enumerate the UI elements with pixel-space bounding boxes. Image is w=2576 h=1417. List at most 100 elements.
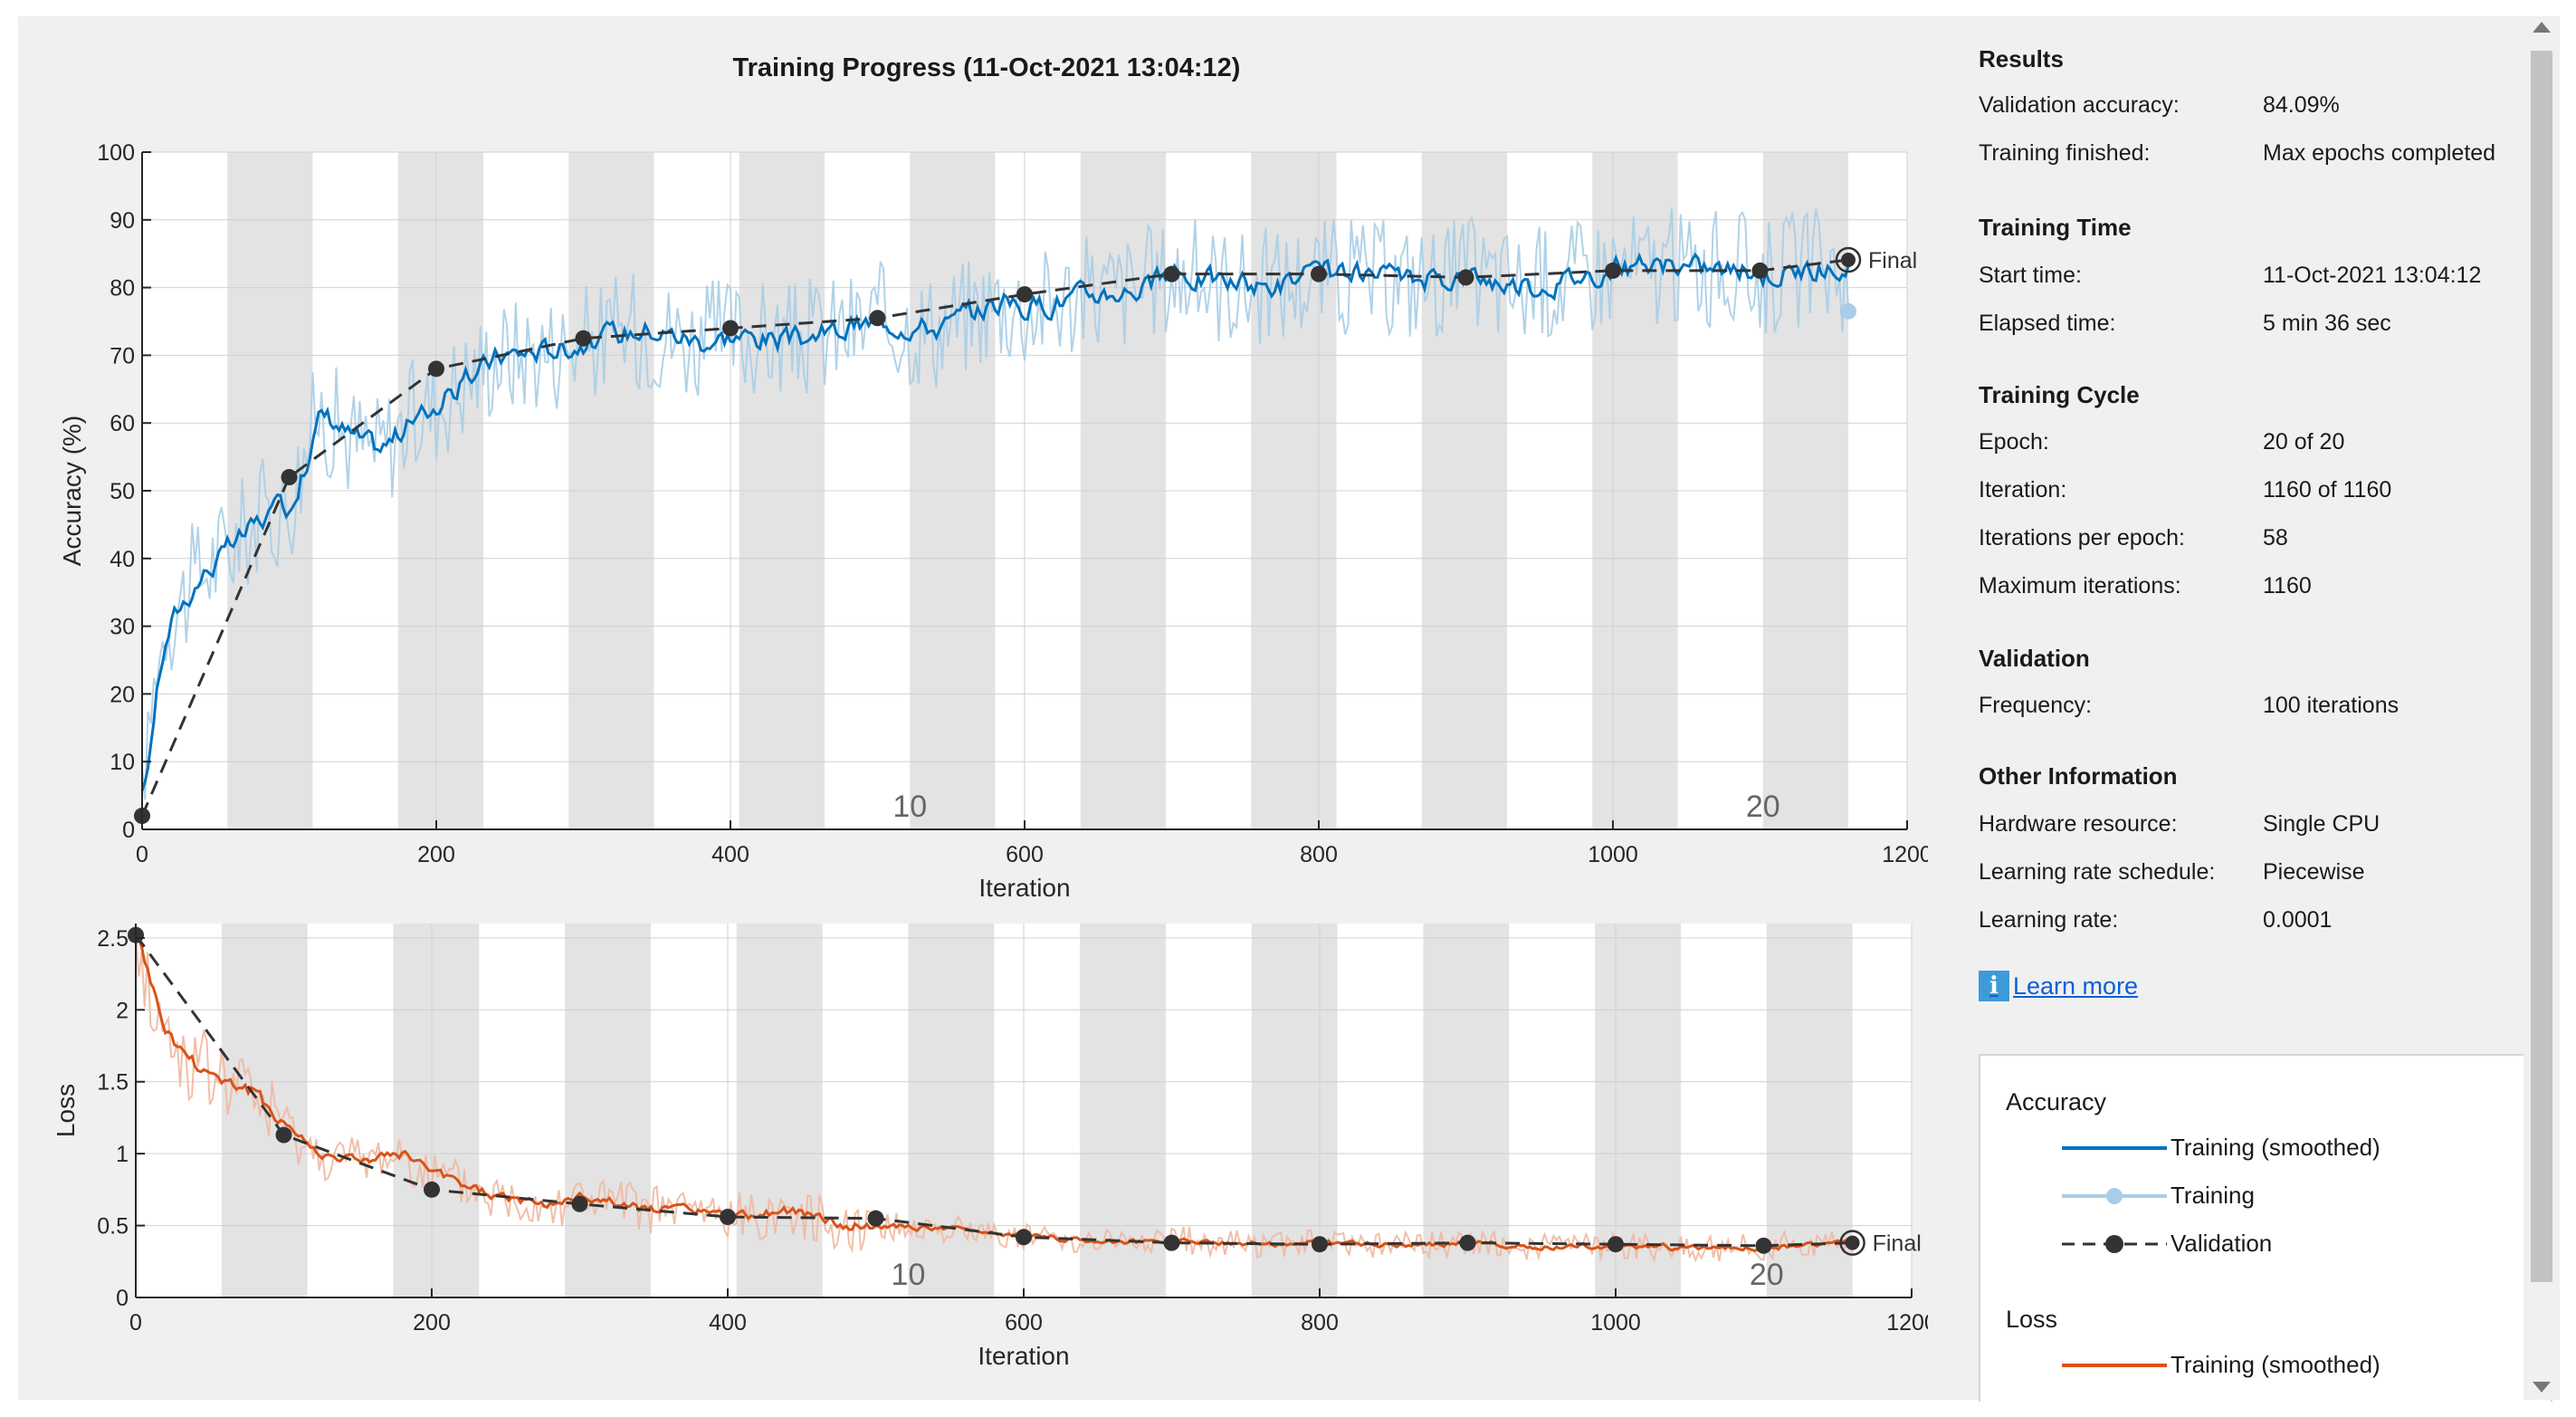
validation-accuracy-value: 84.09%: [2263, 92, 2340, 118]
training-raw-line: [135, 931, 1854, 1263]
epoch-band: [565, 924, 651, 1297]
scrollbar-thumb[interactable]: [2531, 51, 2552, 1282]
start-time-label: Start time:: [1979, 263, 2082, 288]
y-tick-label: 1: [116, 1142, 129, 1167]
validation-accuracy-label: Validation accuracy:: [1979, 92, 2180, 118]
epoch-label: Epoch:: [1979, 429, 2049, 455]
legend-validation-label: Validation: [2171, 1230, 2273, 1257]
scroll-up-arrow-icon[interactable]: [2533, 22, 2551, 33]
epoch-band: [736, 924, 823, 1297]
y-tick-label: 0.5: [97, 1214, 129, 1240]
x-tick-label: 400: [711, 842, 749, 867]
final-label: Final: [1873, 1231, 1922, 1257]
loss-plot: Final102002004006008001000120000.511.522…: [52, 924, 1937, 1370]
legend-training-smoothed-label: Training (smoothed): [2171, 1134, 2380, 1161]
validation-point: [1457, 269, 1474, 286]
final-marker-ring: [1839, 1230, 1865, 1256]
validation-point: [428, 360, 444, 378]
y-tick-label: 50: [110, 479, 135, 504]
iterations-per-epoch-label: Iterations per epoch:: [1979, 525, 2185, 551]
iteration-label: Iteration:: [1979, 477, 2067, 503]
y-axis-label: Accuracy (%): [58, 416, 86, 566]
epoch-marker-label: 20: [1750, 1258, 1784, 1292]
legend-loss-title: Loss: [2006, 1306, 2058, 1333]
hardware-resource-value: Single CPU: [2263, 811, 2380, 837]
chart-title: Training Progress (11-Oct-2021 13:04:12): [733, 53, 1241, 82]
x-tick-label: 200: [413, 1310, 451, 1336]
last-training-point: [1840, 302, 1856, 320]
frequency-label: Frequency:: [1979, 693, 2093, 718]
validation-point: [722, 320, 739, 337]
x-tick-label: 1000: [1590, 1310, 1641, 1336]
final-marker: [1841, 253, 1856, 268]
iterations-per-epoch-value: 58: [2263, 525, 2288, 551]
validation-heading: Validation: [1979, 645, 2090, 672]
validation-point: [571, 1195, 588, 1212]
learn-more-label: Learn more: [2013, 972, 2139, 1000]
validation-point: [720, 1209, 736, 1226]
y-axis-label: Loss: [52, 1084, 80, 1137]
training-finished-value: Max epochs completed: [2263, 140, 2496, 166]
legend-validation: Validation: [2062, 1226, 2514, 1262]
validation-point: [275, 1126, 292, 1144]
training-cycle-heading: Training Cycle: [1979, 381, 2140, 408]
epoch-band: [1766, 924, 1853, 1297]
y-tick-label: 30: [110, 615, 135, 640]
training-time-heading: Training Time: [1979, 214, 2132, 241]
x-axis-label: Iteration: [978, 1342, 1069, 1370]
x-tick-label: 800: [1300, 842, 1338, 867]
validation-point: [575, 330, 592, 347]
other-information-heading: Other Information: [1979, 762, 2178, 790]
elapsed-time-label: Elapsed time:: [1979, 311, 2116, 336]
epoch-band: [393, 924, 480, 1297]
legend-training: Training: [2062, 1178, 2514, 1214]
legend-line-lightblue-icon: [2062, 1188, 2167, 1204]
validation-point: [281, 469, 298, 486]
epoch-band: [1251, 924, 1338, 1297]
training-raw-line: [141, 207, 1849, 800]
x-tick-label: 600: [1006, 842, 1044, 867]
validation-point: [867, 1210, 884, 1227]
learning-rate-schedule-value: Piecewise: [2263, 859, 2365, 885]
results-heading: Results: [1979, 45, 2064, 72]
legend-training-label: Training: [2171, 1182, 2255, 1209]
epoch-marker-label: 10: [892, 790, 927, 824]
x-tick-label: 0: [129, 1310, 142, 1336]
x-axis-label: Iteration: [978, 874, 1070, 902]
legend-loss-training-smoothed: Training (smoothed): [2062, 1347, 2514, 1383]
scroll-down-arrow-icon[interactable]: [2533, 1382, 2551, 1393]
y-tick-label: 2: [116, 998, 129, 1023]
y-tick-label: 90: [110, 208, 135, 234]
x-tick-label: 1000: [1588, 842, 1638, 867]
start-time-value: 11-Oct-2021 13:04:12: [2263, 263, 2482, 288]
info-icon: i: [1979, 971, 2009, 1001]
x-tick-label: 200: [417, 842, 455, 867]
validation-point: [1755, 1237, 1772, 1254]
y-tick-label: 20: [110, 682, 135, 707]
legend-dashed-dot-icon: [2062, 1235, 2167, 1253]
validation-point: [1016, 286, 1033, 303]
epoch-value: 20 of 20: [2263, 429, 2345, 455]
legend-panel: Accuracy Training (smoothed) Training: [1979, 1054, 2552, 1402]
elapsed-time-value: 5 min 36 sec: [2263, 311, 2391, 336]
validation-point: [1751, 262, 1769, 279]
hardware-resource-label: Hardware resource:: [1979, 811, 2178, 837]
validation-point: [1163, 265, 1180, 282]
validation-point: [869, 310, 886, 327]
learning-rate-label: Learning rate:: [1979, 907, 2119, 933]
training-charts: Training Progress (11-Oct-2021 13:04:12)…: [52, 53, 1937, 1370]
learning-rate-schedule-label: Learning rate schedule:: [1979, 859, 2216, 885]
learn-more-link[interactable]: i Learn more: [1979, 969, 2138, 1003]
epoch-band: [908, 924, 995, 1297]
validation-point: [1016, 1229, 1032, 1246]
y-tick-label: 2.5: [97, 926, 129, 952]
y-tick-label: 70: [110, 343, 135, 369]
training-smoothed-line: [140, 252, 1850, 791]
charts-area: Training Progress (11-Oct-2021 13:04:12)…: [18, 16, 1937, 1400]
epoch-marker-label: 10: [892, 1258, 926, 1292]
validation-point: [1312, 1236, 1328, 1253]
training-progress-window: Training Progress (11-Oct-2021 13:04:12)…: [18, 16, 2560, 1402]
validation-point: [1605, 262, 1621, 279]
panel-scrollbar[interactable]: [2524, 16, 2560, 1400]
